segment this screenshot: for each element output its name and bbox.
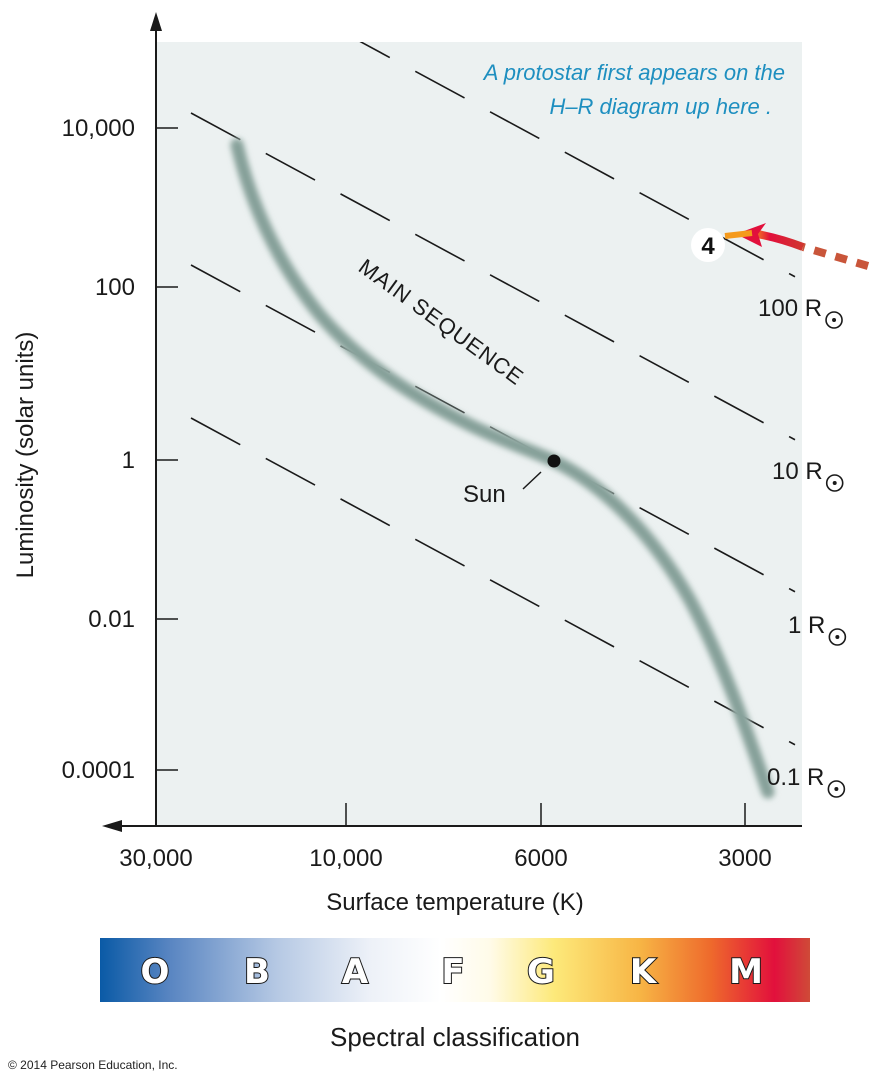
x-tick-label: 3000 [718, 845, 771, 872]
radius-label: 100 R [758, 295, 843, 329]
y-axis-arrow-icon [150, 12, 162, 31]
sun-leader-line [522, 471, 542, 490]
radius-line [190, 112, 796, 441]
copyright-notice: © 2014 Pearson Education, Inc. [8, 1058, 178, 1072]
spectral-class-o: O [141, 952, 170, 992]
spectral-class-a: A [342, 952, 369, 992]
spectral-class-f: F [441, 952, 464, 992]
y-axis-title: Luminosity (solar units) [12, 332, 39, 579]
protostar-marker-circle [691, 228, 725, 262]
radius-label: 10 R [772, 458, 844, 492]
x-axis-title: Surface temperature (K) [326, 889, 583, 916]
radius-line [359, 42, 796, 278]
y-ticks: 10,000 100 1 0.01 0.0001 [62, 115, 178, 784]
sun-symbol-dot [832, 318, 837, 322]
protostar-dotted-path [801, 243, 870, 270]
radius-label-text: 100 R [758, 295, 822, 322]
x-tick-label: 6000 [514, 845, 567, 872]
sun-symbol-dot [834, 787, 839, 791]
x-ticks: 30,000 10,000 6000 3000 [119, 803, 772, 872]
spectral-bar [100, 938, 810, 1002]
y-tick-label: 100 [95, 274, 135, 301]
main-sequence-band [230, 138, 775, 799]
protostar-arrow-tail [724, 230, 753, 239]
y-tick-label: 10,000 [62, 115, 135, 142]
sun-symbol-icon [825, 474, 844, 492]
x-tick-label: 10,000 [309, 845, 382, 872]
annotation-line-1: A protostar first appears on the [482, 60, 785, 85]
x-tick-label: 30,000 [119, 845, 192, 872]
radius-label-text: 10 R [772, 458, 823, 485]
radius-label: 1 R [788, 612, 847, 646]
protostar-marker-label: 4 [701, 233, 715, 260]
sun-label: Sun [463, 481, 506, 508]
spectral-classification-label: Spectral classification [330, 1022, 580, 1052]
x-axis-arrow-icon [102, 820, 122, 832]
main-sequence-core [234, 142, 771, 795]
sun-symbol-dot [832, 481, 837, 485]
y-tick-label: 0.01 [88, 606, 135, 633]
sun-symbol-icon [828, 628, 847, 646]
sun-symbol-icon [825, 311, 843, 329]
y-tick-label: 0.0001 [62, 757, 135, 784]
spectral-class-m: M [729, 952, 763, 992]
spectral-class-b: B [244, 952, 270, 992]
radius-label-text: 1 R [788, 612, 825, 639]
sun-symbol-dot [835, 635, 840, 639]
y-tick-label: 1 [122, 447, 135, 474]
spectral-class-k: K [630, 952, 658, 992]
annotation-line-2: H–R diagram up here . [549, 94, 772, 119]
radius-line [190, 417, 796, 746]
radius-label: 0.1 R [767, 764, 846, 798]
sun-marker [547, 454, 561, 468]
spectral-class-g: G [527, 952, 555, 992]
sun-symbol-icon [827, 780, 846, 798]
radius-label-text: 0.1 R [767, 764, 824, 791]
